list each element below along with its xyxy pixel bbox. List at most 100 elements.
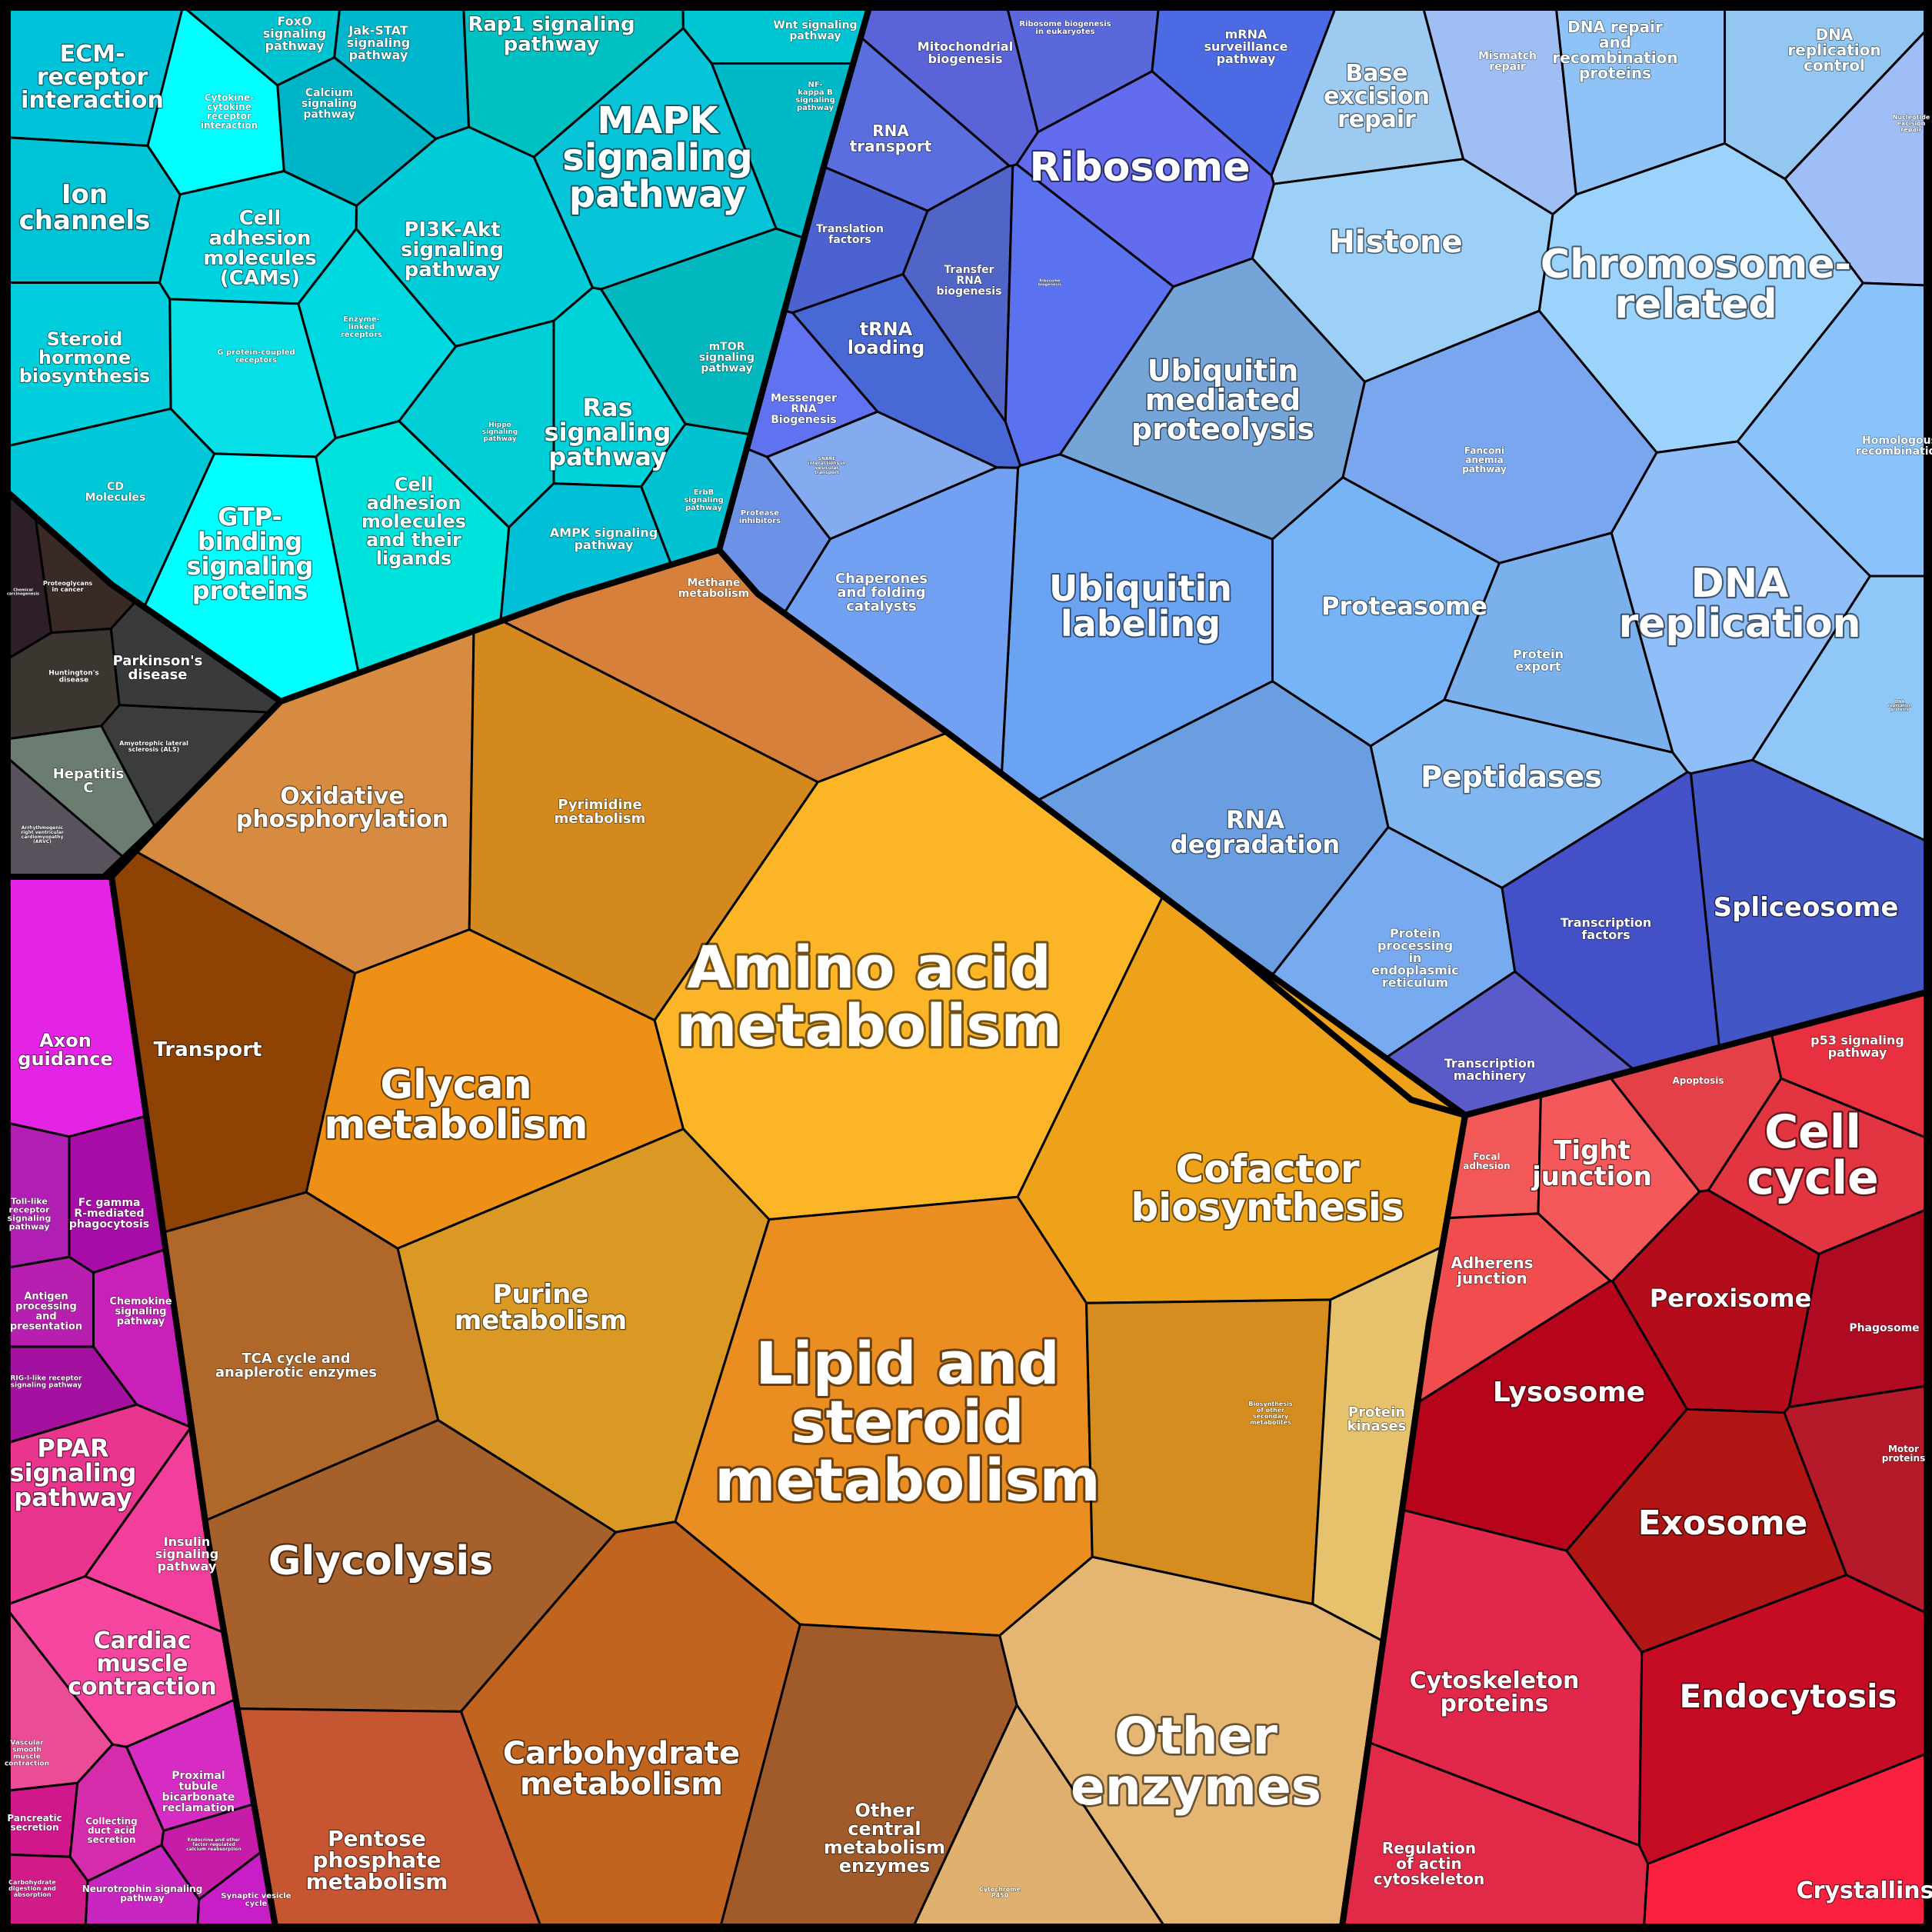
label-carbohydrate-metabolism: Carbohydrate metabolism	[503, 1736, 740, 1802]
label-pi3k-akt-signaling-pathway: PI3K-Akt signaling pathway	[401, 218, 504, 281]
label-cytokine-cytokine-receptor-interaction: Cytokine-cytokine receptor interaction	[201, 92, 258, 131]
label-proteoglycans-in-cancer: Proteoglycans in cancer	[43, 580, 93, 593]
label-ribosome: Ribosome	[1030, 145, 1251, 191]
label-biosynthesis-of-other-secondary-metabolites: Biosynthesis of other secondary metabolites	[1248, 1401, 1292, 1426]
label-carbohydrate-digestion-and-absorption: Carbohydrate digestion and absorption	[8, 1879, 56, 1898]
label-glycan-metabolism: Glycan metabolism	[324, 1062, 588, 1148]
group-border-cellular	[1339, 989, 1930, 1930]
label-histone: Histone	[1329, 225, 1462, 260]
label-trna-loading: tRNA loading	[848, 318, 925, 358]
label-huntington-s-disease: Huntington's disease	[48, 670, 99, 685]
label-fanconi-anemia-pathway: Fanconi anemia pathway	[1462, 445, 1507, 475]
label-pyrimidine-metabolism: Pyrimidine metabolism	[555, 797, 646, 827]
label-insulin-signaling-pathway: Insulin signaling pathway	[155, 1534, 218, 1574]
label-foxo-signaling-pathway: FoxO signaling pathway	[263, 14, 326, 53]
label-mitochondrial-biogenesis: Mitochondrial biogenesis	[918, 39, 1013, 66]
label-endocytosis: Endocytosis	[1679, 1677, 1897, 1715]
label-transport: Transport	[154, 1038, 262, 1061]
label-mapk-signaling-pathway: MAPK signaling pathway	[562, 99, 752, 216]
label-ubiquitin-mediated-proteolysis: Ubiquitin mediated proteolysis	[1131, 354, 1314, 446]
label-gtp-binding-signaling-proteins: GTP-binding signaling proteins	[187, 502, 314, 605]
label-axon-guidance: Axon guidance	[18, 1030, 112, 1070]
label-other-enzymes: Other enzymes	[1071, 1707, 1321, 1817]
label-dna-replication-proteins: DNA replication proteins	[1888, 700, 1912, 712]
group-border-organismal	[5, 874, 278, 1930]
label-calcium-signaling-pathway: Calcium signaling pathway	[301, 87, 357, 121]
label-synaptic-vesicle-cycle: Synaptic vesicle cycle	[221, 1892, 291, 1908]
label-amyotrophic-lateral-sclerosis-als: Amyotrophic lateral sclerosis (ALS)	[119, 740, 188, 753]
label-p53-signaling-pathway: p53 signaling pathway	[1810, 1033, 1904, 1060]
label-transcription-factors: Transcription factors	[1561, 915, 1652, 942]
label-chaperones-and-folding-catalysts: Chaperones and folding catalysts	[835, 571, 928, 615]
label-erbb-signaling-pathway: ErbB signaling pathway	[684, 488, 724, 512]
label-pentose-phosphate-metabolism: Pentose phosphate metabolism	[306, 1826, 448, 1894]
label-protein-kinases: Protein kinases	[1347, 1404, 1407, 1434]
label-dna-repair-and-recombination-proteins: DNA repair and recombination proteins	[1552, 18, 1677, 82]
cell-snare-interactions-in-vesicular-transport	[765, 410, 998, 541]
label-g-protein-coupled-receptors: G protein-coupled receptors	[217, 348, 295, 365]
label-wnt-signaling-pathway: Wnt signaling pathway	[773, 19, 857, 42]
label-ras-signaling-pathway: Ras signaling pathway	[545, 393, 671, 471]
label-mtor-signaling-pathway: mTOR signaling pathway	[699, 341, 754, 375]
label-ecm-receptor-interaction: ECM-receptor interaction	[21, 41, 164, 114]
label-chromosome-related: Chromosome-related	[1541, 242, 1851, 328]
label-ribosome-biogenesis: Ribosome biogenesis	[1038, 279, 1061, 288]
label-translation-factors: Translation factors	[816, 223, 884, 246]
label-proteasome: Proteasome	[1321, 591, 1487, 621]
label-rna-degradation: RNA degradation	[1171, 805, 1340, 859]
label-regulation-of-actin-cytoskeleton: Regulation of actin cytoskeleton	[1374, 1839, 1484, 1888]
label-mrna-surveillance-pathway: mRNA surveillance pathway	[1204, 27, 1287, 66]
label-peptidases: Peptidases	[1421, 760, 1602, 794]
label-nucleotide-excision-repair: Nucleotide excision repair	[1893, 114, 1930, 133]
label-neurotrophin-signaling-pathway: Neurotrophin signaling pathway	[82, 1884, 203, 1904]
label-steroid-hormone-biosynthesis: Steroid hormone biosynthesis	[19, 328, 151, 387]
label-phagosome: Phagosome	[1849, 1322, 1919, 1334]
label-ion-channels: Ion channels	[19, 179, 151, 236]
label-hepatitis-c: Hepatitis C	[53, 766, 125, 796]
cell-wnt-signaling-pathway	[681, 6, 871, 65]
label-cd-molecules: CD Molecules	[85, 481, 146, 504]
label-enzyme-linked-receptors: Enzyme-linked receptors	[341, 315, 382, 339]
label-pancreatic-secretion: Pancreatic secretion	[7, 1813, 62, 1833]
label-dna-replication: DNA replication	[1618, 561, 1860, 647]
label-rna-transport: RNA transport	[850, 122, 932, 155]
label-chemical-carcinogenesis: Chemical carcinogenesis	[7, 588, 39, 597]
label-cell-adhesion-molecules-and-their-ligands: Cell adhesion molecules and their ligands	[361, 474, 466, 569]
label-cytoskeleton-proteins: Cytoskeleton proteins	[1410, 1667, 1580, 1717]
label-apoptosis: Apoptosis	[1672, 1075, 1724, 1086]
label-homologous-recombination: Homologousrecombination	[1856, 435, 1932, 458]
label-crystallins: Crystallins	[1797, 1877, 1932, 1904]
label-ampk-signaling-pathway: AMPK signaling pathway	[550, 525, 658, 552]
label-jak-stat-signaling-pathway: Jak-STAT signaling pathway	[347, 23, 410, 62]
label-transfer-rna-biogenesis: Transfer RNA biogenesis	[937, 264, 1002, 298]
label-rig-i-like-receptor-signaling-pathway: RIG-I-like receptor signaling pathway	[11, 1375, 83, 1390]
label-fc-gamma-r-mediated-phagocytosis: Fc gamma R-mediated phagocytosis	[69, 1197, 149, 1231]
label-parkinson-s-disease: Parkinson's disease	[113, 653, 203, 683]
label-messenger-rna-biogenesis: Messenger RNA Biogenesis	[771, 392, 837, 426]
label-motor-proteins: Motor proteins	[1882, 1444, 1925, 1464]
label-ubiquitin-labeling: Ubiquitin labeling	[1049, 568, 1232, 645]
label-cell-adhesion-molecules-cams: Cell adhesion molecules (CAMs)	[203, 207, 316, 290]
label-snare-interactions-in-vesicular-transport: SNARE interactions in vesicular transport	[808, 456, 845, 475]
label-tight-junction: Tight junction	[1531, 1135, 1652, 1192]
label-cytochrome-p450: Cytochrome P450	[979, 1886, 1021, 1899]
label-endocrine-and-other-factor-regulated-calcium-reabsorption: Endocrine and other factor-regulated calci…	[186, 1837, 242, 1852]
label-protein-export: Protein export	[1513, 647, 1564, 674]
label-exosome: Exosome	[1638, 1504, 1808, 1543]
cell-biosynthesis-of-other-secondary-metabolites	[1085, 1298, 1332, 1606]
label-arrhythmogenic-right-ventricular-cardiomyopathy-arvc: Arrhythmogenic right ventricular cardiomyo…	[21, 825, 64, 844]
label-lipid-and-steroid-metabolism: Lipid and steroid metabolism	[715, 1329, 1101, 1514]
label-cardiac-muscle-contraction: Cardiac muscle contraction	[68, 1627, 217, 1700]
label-transcription-machinery: Transcription machinery	[1444, 1056, 1536, 1083]
label-chemokine-signaling-pathway: Chemokine signaling pathway	[109, 1296, 172, 1327]
label-oxidative-phosphorylation: Oxidative phosphorylation	[236, 783, 448, 833]
label-amino-acid-metabolism: Amino acid metabolism	[676, 933, 1062, 1060]
label-hippo-signaling-pathway: Hippo signaling pathway	[482, 421, 518, 443]
label-lysosome: Lysosome	[1493, 1377, 1645, 1408]
label-mismatch-repair: Mismatch repair	[1478, 50, 1537, 73]
label-ribosome-biogenesis-in-eukaryotes: Ribosome biogenesis in eukaryotes	[1019, 20, 1111, 36]
label-tca-cycle-and-anaplerotic-enzymes: TCA cycle and anaplerotic enzymes	[215, 1351, 377, 1381]
label-base-excision-repair: Base excision repair	[1324, 60, 1430, 133]
label-peroxisome: Peroxisome	[1650, 1284, 1812, 1313]
